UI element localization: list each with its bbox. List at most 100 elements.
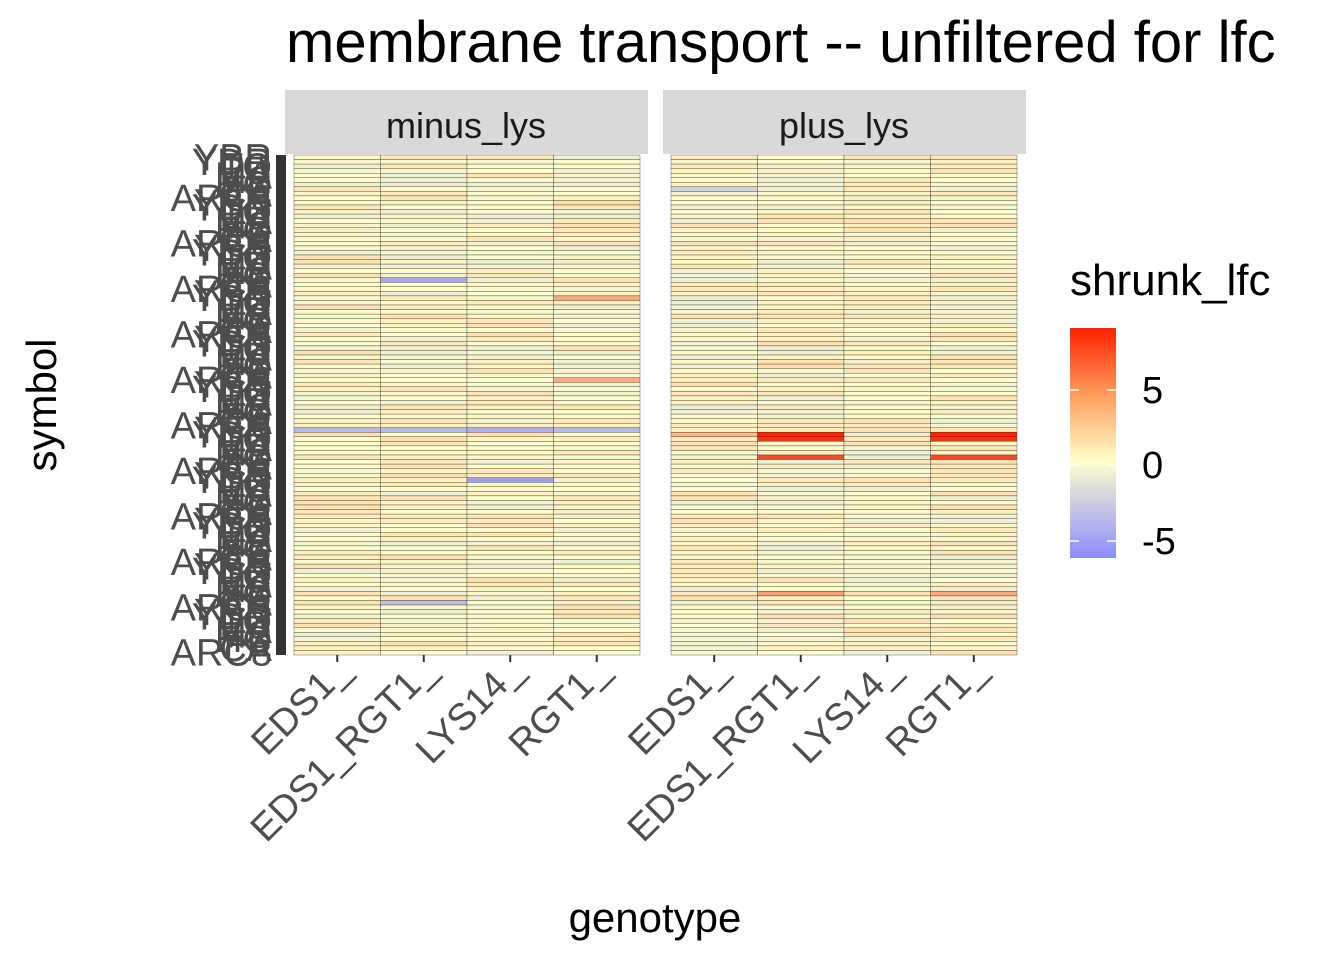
- heatmap-cell: [670, 627, 758, 633]
- heatmap-cell: [553, 236, 641, 242]
- heatmap-cell: [757, 418, 845, 424]
- y-tick-label: FE: [223, 215, 272, 257]
- heatmap-cell: [380, 291, 468, 297]
- y-tick-label: HO: [215, 165, 272, 207]
- heatmap-cell: [380, 300, 468, 306]
- heatmap-cell: [466, 200, 554, 206]
- heatmap-cell: [930, 200, 1018, 206]
- heatmap-cell: [843, 259, 931, 265]
- heatmap-cell: [466, 182, 554, 187]
- heatmap-cell: [843, 500, 931, 506]
- y-tick-label: MS: [215, 433, 272, 475]
- heatmap-cell: [670, 327, 758, 333]
- heatmap-cell: [670, 445, 758, 451]
- heatmap-cell: [670, 650, 758, 656]
- heatmap-cell: [466, 186, 554, 192]
- y-tick-label: YBR: [194, 319, 272, 361]
- heatmap-cell: [553, 527, 641, 533]
- heatmap-cell: [757, 454, 845, 460]
- heatmap-cell: [757, 313, 845, 319]
- heatmap-cell: [670, 209, 758, 215]
- heatmap-cell: [466, 391, 554, 397]
- heatmap-cell: [670, 268, 758, 274]
- heatmap-cell: [553, 395, 641, 401]
- heatmap-cell: [293, 363, 381, 369]
- heatmap-cell: [466, 427, 554, 433]
- heatmap-cell: [843, 268, 931, 274]
- y-tick-label: HO: [215, 301, 272, 343]
- heatmap-cell: [930, 432, 1018, 437]
- heatmap-cell: [553, 163, 641, 169]
- heatmap-cell: [843, 477, 931, 483]
- heatmap-cell: [757, 386, 845, 392]
- heatmap-cell: [466, 259, 554, 265]
- heatmap-cell: [380, 632, 468, 637]
- y-tick-label: ARC8: [171, 496, 272, 538]
- heatmap-cell: [466, 623, 554, 628]
- heatmap-cell: [757, 323, 845, 328]
- heatmap-cell: [930, 336, 1018, 342]
- heatmap-cell: [757, 636, 845, 642]
- heatmap-cell: [553, 209, 641, 215]
- heatmap-cell: [757, 518, 845, 524]
- heatmap-cell: [553, 250, 641, 256]
- heatmap-cell: [380, 213, 468, 219]
- heatmap-cell: [670, 259, 758, 265]
- heatmap-cell: [553, 582, 641, 587]
- y-tick-label: MA: [215, 610, 273, 652]
- heatmap-cell: [930, 168, 1018, 174]
- heatmap-cell: [553, 604, 641, 610]
- heatmap-cell: [843, 154, 931, 160]
- heatmap-cell: [930, 563, 1018, 569]
- y-tick-label: PU: [219, 333, 272, 375]
- heatmap-cell: [553, 577, 641, 583]
- heatmap-cell: [757, 618, 845, 624]
- heatmap-cell: [380, 404, 468, 410]
- heatmap-cell: [843, 600, 931, 606]
- heatmap-cell: [670, 341, 758, 347]
- heatmap-cell: [466, 395, 554, 401]
- heatmap-cell: [757, 504, 845, 510]
- heatmap-cell: [466, 609, 554, 615]
- heatmap-cell: [930, 513, 1018, 519]
- heatmap-cell: [670, 586, 758, 592]
- heatmap-cell: [466, 313, 554, 319]
- y-tick-label: YBR: [194, 501, 272, 543]
- y-tick-label: TO: [220, 146, 272, 188]
- heatmap-cell: [670, 509, 758, 515]
- heatmap-cell: [553, 591, 641, 597]
- y-tick-label: PU: [219, 242, 272, 284]
- heatmap-cell: [293, 323, 381, 328]
- heatmap-cell: [466, 513, 554, 519]
- heatmap-cell: [843, 550, 931, 556]
- heatmap-cell: [930, 418, 1018, 424]
- heatmap-cell: [670, 163, 758, 169]
- heatmap-cell: [930, 632, 1018, 637]
- heatmap-cell: [670, 159, 758, 165]
- heatmap-cell: [757, 232, 845, 237]
- y-tick-label: HO: [215, 437, 272, 479]
- heatmap-cell: [843, 350, 931, 356]
- heatmap-cell: [930, 559, 1018, 565]
- heatmap-cell: [466, 582, 554, 587]
- heatmap-cell: [466, 409, 554, 415]
- heatmap-cell: [466, 341, 554, 347]
- heatmap-cell: [930, 436, 1018, 442]
- heatmap-cell: [553, 291, 641, 297]
- heatmap-cell: [466, 568, 554, 574]
- heatmap-cell: [553, 600, 641, 606]
- heatmap-cell: [553, 254, 641, 260]
- heatmap-cell: [757, 291, 845, 297]
- heatmap-cell: [466, 595, 554, 601]
- y-tick-label: FE: [223, 578, 272, 620]
- heatmap-cell: [380, 450, 468, 456]
- heatmap-cell: [930, 254, 1018, 260]
- y-tick-label: ARC8: [171, 633, 272, 675]
- heatmap-cell: [843, 636, 931, 642]
- y-tick-label: TO: [220, 283, 272, 325]
- heatmap-cell: [293, 463, 381, 469]
- y-tick-label: PU: [219, 424, 272, 466]
- heatmap-cell: [466, 368, 554, 374]
- heatmap-cell: [843, 573, 931, 578]
- heatmap-cell: [843, 368, 931, 374]
